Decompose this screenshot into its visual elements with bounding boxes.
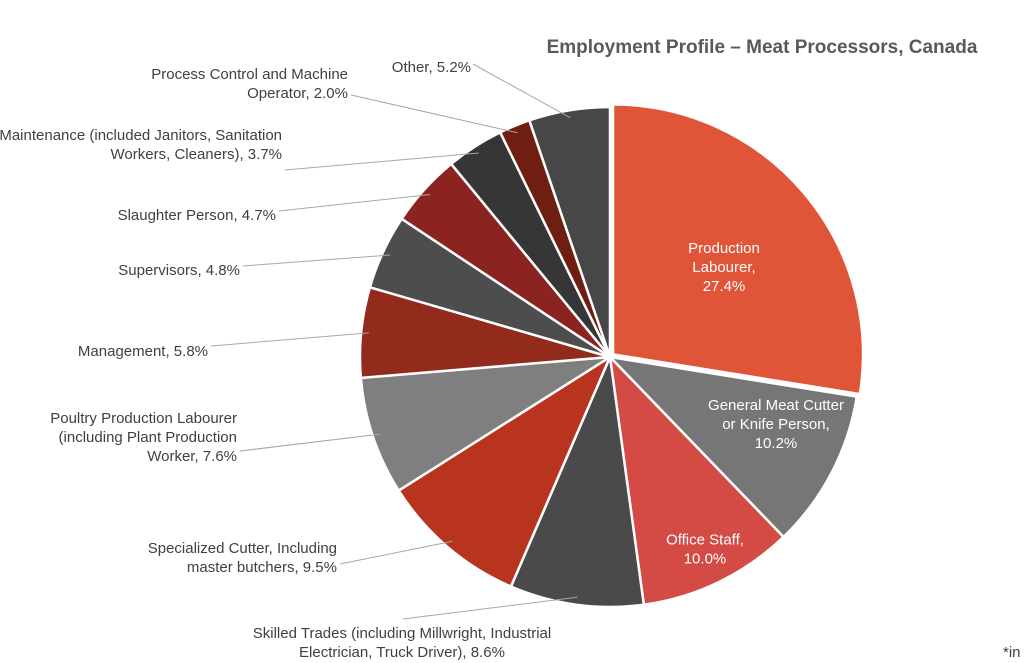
pie-slice-3 bbox=[608, 355, 785, 606]
slice-labels: Production Labourer, 27.4% General Meat Cut… bbox=[0, 59, 844, 661]
slice-label-10: Maintenance (included Janitors, Sanitati… bbox=[0, 127, 282, 163]
chart-title: Employment Profile – Meat Processors, Ca… bbox=[547, 37, 978, 58]
pie-slice-12 bbox=[528, 105, 612, 359]
leader-line-10 bbox=[284, 152, 479, 171]
slice-label-1: Production Labourer, 27.4% bbox=[688, 240, 760, 295]
slice-label-6: Poultry Production Labourer (including Pl… bbox=[50, 410, 237, 465]
pie-slice-2 bbox=[608, 355, 859, 539]
leader-lines bbox=[210, 63, 578, 620]
footnote: *in bbox=[1003, 644, 1021, 661]
leader-line-4 bbox=[402, 596, 578, 620]
slice-label-7: Management, 5.8% bbox=[78, 343, 208, 360]
leader-line-12 bbox=[472, 63, 571, 119]
leader-line-9 bbox=[278, 194, 431, 212]
leader-line-11 bbox=[350, 94, 518, 134]
pie-slice-1 bbox=[611, 103, 865, 396]
leader-line-5 bbox=[339, 540, 453, 565]
pie-slice-6 bbox=[359, 355, 612, 492]
leader-line-6 bbox=[239, 433, 381, 452]
slice-label-5: Specialized Cutter, Including master butc… bbox=[148, 540, 337, 576]
slice-label-4: Skilled Trades (including Millwright, In… bbox=[253, 625, 551, 661]
pie-slice-4 bbox=[509, 355, 646, 609]
slice-label-11: Process Control and Machine Operator, 2.0… bbox=[151, 66, 348, 102]
slice-label-9: Slaughter Person, 4.7% bbox=[118, 207, 276, 224]
leader-line-8 bbox=[242, 254, 391, 267]
pie-slice-5 bbox=[397, 355, 612, 588]
slice-label-8: Supervisors, 4.8% bbox=[118, 262, 240, 279]
slice-label-2: General Meat Cutter or Knife Person, 10.2% bbox=[708, 397, 844, 452]
slice-label-12: Other, 5.2% bbox=[392, 59, 471, 76]
leader-line-7 bbox=[210, 332, 369, 347]
slice-label-3: Office Staff, 10.0% bbox=[666, 532, 744, 568]
pie-slices bbox=[358, 103, 865, 609]
